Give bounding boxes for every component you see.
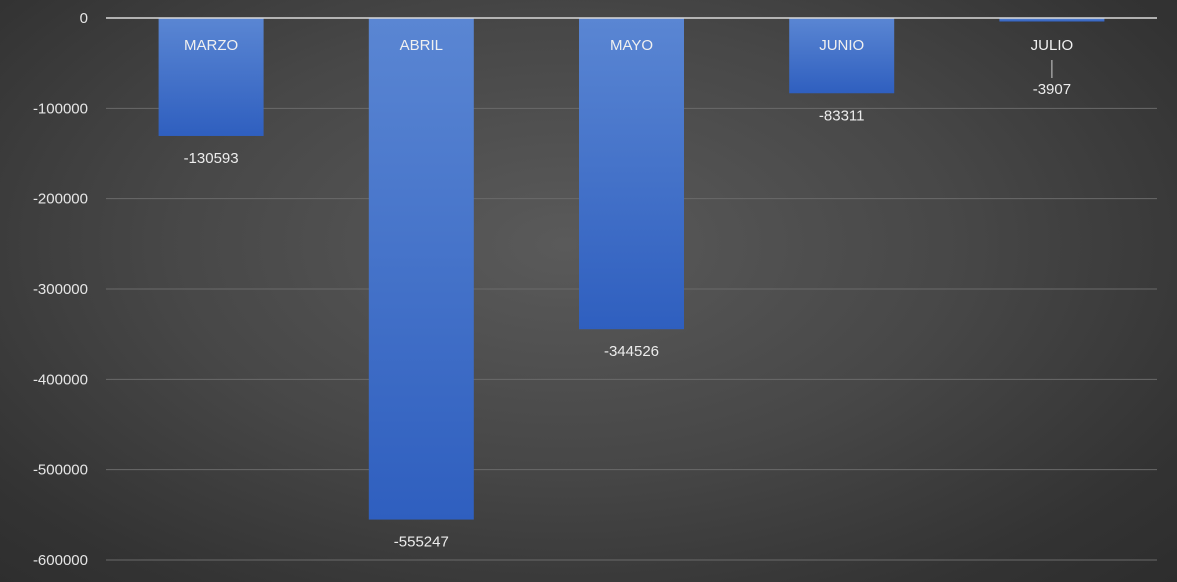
y-tick-label: -400000 [33, 371, 88, 388]
bar-abril [368, 18, 474, 520]
data-label: -344526 [604, 343, 659, 360]
bar-junio [789, 18, 895, 94]
y-tick-label: -300000 [33, 281, 88, 298]
data-label: -555247 [394, 534, 449, 551]
y-tick-label: 0 [80, 10, 88, 27]
y-tick-label: -100000 [33, 100, 88, 117]
bar-julio [999, 18, 1105, 22]
bar-marzo [158, 18, 264, 136]
data-label: -3907 [1033, 81, 1071, 98]
y-tick-label: -600000 [33, 552, 88, 569]
y-axis-ticks: 0 -100000 -200000 -300000 -400000 -500000 -600… [33, 10, 88, 569]
data-labels: MARZO -130593 ABRIL -555247 MAYO -344526 JUNIO… [184, 37, 1074, 551]
y-tick-label: -500000 [33, 462, 88, 479]
bar-mayo [579, 18, 684, 330]
bars [158, 18, 1105, 520]
category-label: JUNIO [819, 37, 864, 54]
data-label: -130593 [184, 150, 239, 167]
data-label: -83311 [819, 107, 865, 124]
y-tick-label: -200000 [33, 191, 88, 208]
category-label: ABRIL [400, 37, 443, 54]
category-label: JULIO [1031, 37, 1074, 54]
category-label: MAYO [610, 37, 653, 54]
category-label: MARZO [184, 37, 238, 54]
